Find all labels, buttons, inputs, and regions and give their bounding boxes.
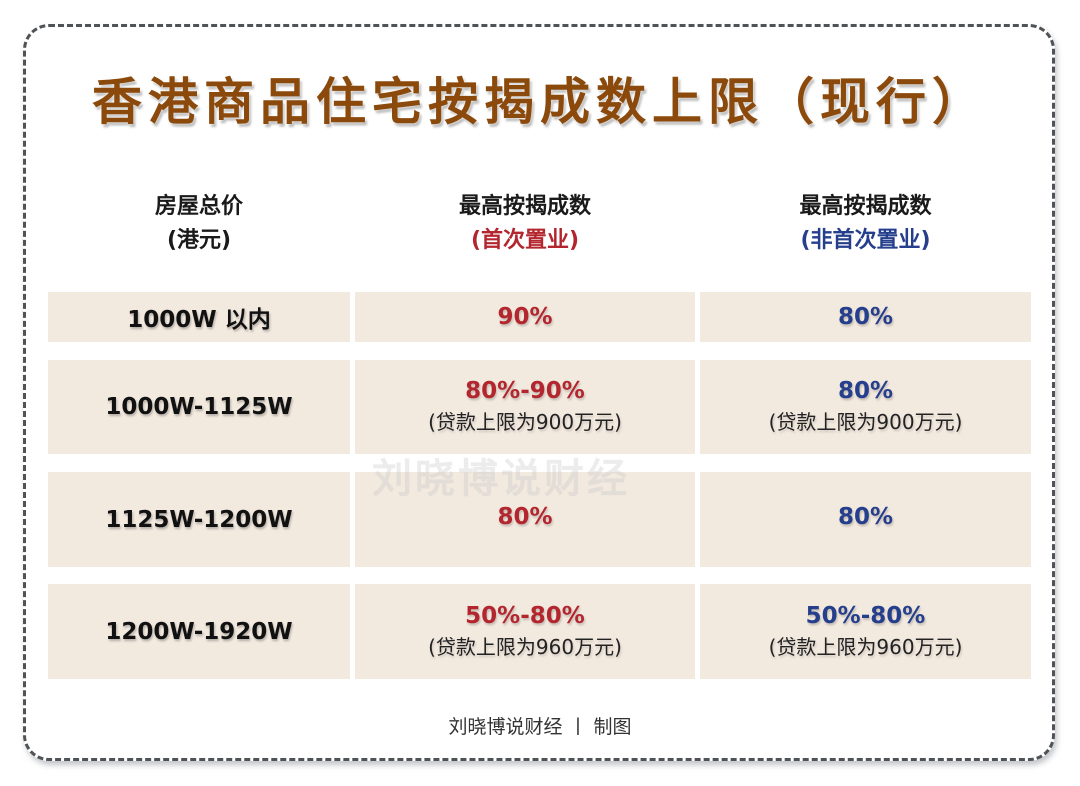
- table-cell-nonfirst: 80%: [700, 292, 1031, 342]
- header-nonfirst-purchase: 最高按揭成数 (非首次置业): [700, 190, 1031, 258]
- loan-cap-note: (贷款上限为900万元): [768, 410, 963, 434]
- header-nonfirst-line2: (非首次置业): [800, 228, 931, 253]
- price-range: 1200W-1920W: [105, 618, 293, 645]
- header-nonfirst-line1: 最高按揭成数: [799, 194, 932, 219]
- header-first-line2: (首次置业): [470, 228, 580, 253]
- footer-credit: 刘晓博说财经 丨 制图: [448, 716, 632, 738]
- table-cell-first: 80%-90% (贷款上限为900万元): [355, 360, 695, 454]
- table-cell-first: 50%-80% (贷款上限为960万元): [355, 584, 695, 679]
- header-first-line1: 最高按揭成数: [458, 194, 591, 219]
- nonfirst-ratio: 80%: [837, 304, 894, 330]
- table-cell-first: 80%: [355, 472, 695, 567]
- page-title: 香港商品住宅按揭成数上限（现行）: [92, 72, 988, 131]
- table-cell-first: 90%: [355, 292, 695, 342]
- loan-cap-note: (贷款上限为960万元): [768, 634, 963, 659]
- loan-cap-note: (贷款上限为900万元): [428, 410, 622, 434]
- price-range: 1000W-1125W: [105, 394, 293, 420]
- nonfirst-ratio: 50%-80%: [805, 602, 926, 629]
- table-cell-nonfirst: 50%-80% (贷款上限为960万元): [700, 584, 1031, 679]
- first-ratio: 80%: [497, 504, 553, 530]
- price-range: 1125W-1200W: [105, 506, 293, 533]
- header-price-line1: 房屋总价: [154, 194, 243, 219]
- loan-cap-note: (贷款上限为960万元): [428, 634, 622, 659]
- header-first-purchase: 最高按揭成数 (首次置业): [355, 190, 695, 258]
- first-ratio: 90%: [497, 304, 553, 330]
- table-cell-nonfirst: 80%: [700, 472, 1031, 567]
- table-cell-price: 1125W-1200W: [48, 472, 350, 567]
- table-cell-price: 1000W-1125W: [48, 360, 350, 454]
- table-cell-price: 1200W-1920W: [48, 584, 350, 679]
- nonfirst-ratio: 80%: [837, 504, 894, 530]
- price-range: 1000W 以内: [127, 307, 271, 333]
- nonfirst-ratio: 80%: [837, 378, 894, 404]
- header-price-line2: (港元): [166, 228, 232, 253]
- first-ratio: 80%-90%: [465, 378, 585, 404]
- watermark: 刘晓博说财经: [372, 456, 630, 502]
- table-cell-nonfirst: 80% (贷款上限为900万元): [700, 360, 1031, 454]
- header-price: 房屋总价 (港元): [48, 190, 350, 258]
- first-ratio: 50%-80%: [465, 602, 585, 629]
- table-cell-price: 1000W 以内: [48, 292, 350, 342]
